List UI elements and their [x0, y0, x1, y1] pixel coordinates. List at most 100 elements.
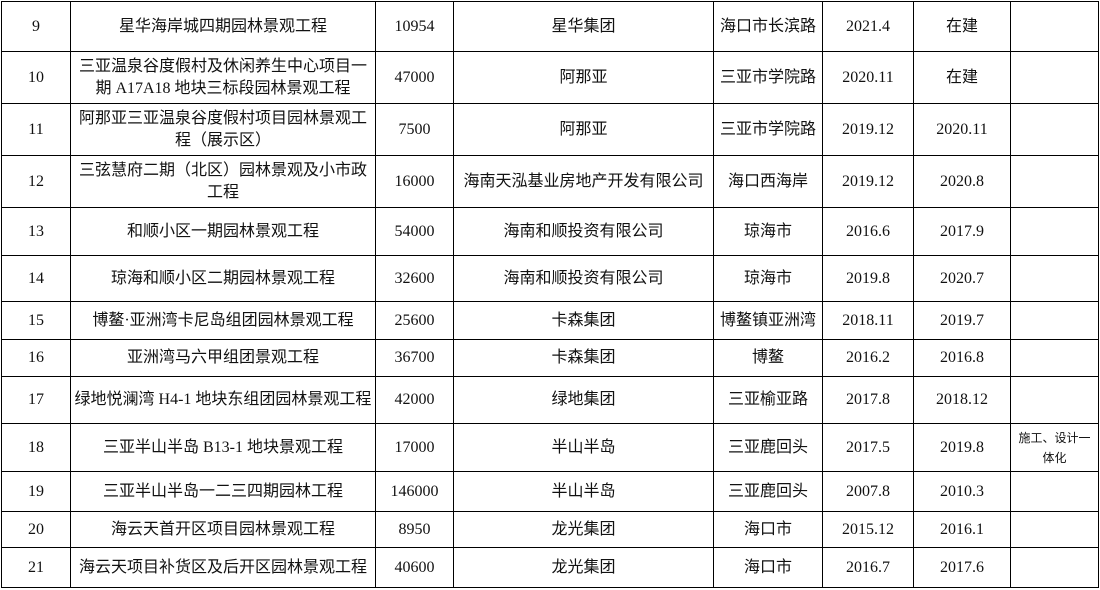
area: 32600	[375, 255, 454, 302]
end-date: 2018.12	[913, 376, 1011, 424]
row-index: 16	[1, 339, 71, 377]
client: 龙光集团	[453, 511, 714, 548]
location: 三亚市学院路	[713, 103, 823, 156]
table-row: 13 和顺小区一期园林景观工程 54000 海南和顺投资有限公司 琼海市 2016.6 20…	[1, 207, 1099, 256]
row-index: 11	[1, 103, 71, 156]
client: 星华集团	[453, 1, 714, 52]
table-row: 16 亚洲湾马六甲组团景观工程 36700 卡森集团 博鳌 2016.2 2016.8	[1, 339, 1099, 377]
client: 半山半岛	[453, 423, 714, 472]
start-date: 2019.12	[822, 103, 914, 156]
start-date: 2020.11	[822, 51, 914, 104]
location: 博鳌	[713, 339, 823, 377]
end-date: 2017.9	[913, 207, 1011, 256]
area: 17000	[375, 423, 454, 472]
area: 47000	[375, 51, 454, 104]
start-date: 2016.6	[822, 207, 914, 256]
client: 卡森集团	[453, 301, 714, 340]
note	[1010, 471, 1099, 512]
start-date: 2016.7	[822, 547, 914, 588]
note	[1010, 1, 1099, 52]
client: 阿那亚	[453, 51, 714, 104]
project-name: 三弦慧府二期（北区）园林景观及小市政工程	[70, 155, 376, 208]
project-name: 亚洲湾马六甲组团景观工程	[70, 339, 376, 377]
start-date: 2018.11	[822, 301, 914, 340]
row-index: 13	[1, 207, 71, 256]
project-name: 和顺小区一期园林景观工程	[70, 207, 376, 256]
table-row: 18 三亚半山半岛 B13-1 地块景观工程 17000 半山半岛 三亚鹿回头 2017.…	[1, 423, 1099, 472]
table-row: 15 博鳌·亚洲湾卡尼岛组团园林景观工程 25600 卡森集团 博鳌镇亚洲湾 2018.1…	[1, 301, 1099, 340]
table-row: 11 阿那亚三亚温泉谷度假村项目园林景观工程（展示区） 7500 阿那亚 三亚市学院路 2…	[1, 103, 1099, 156]
location: 三亚市学院路	[713, 51, 823, 104]
start-date: 2007.8	[822, 471, 914, 512]
location: 海口西海岸	[713, 155, 823, 208]
location: 琼海市	[713, 207, 823, 256]
project-name: 星华海岸城四期园林景观工程	[70, 1, 376, 52]
end-date: 在建	[913, 1, 1011, 52]
start-date: 2017.8	[822, 376, 914, 424]
row-index: 12	[1, 155, 71, 208]
area: 10954	[375, 1, 454, 52]
location: 博鳌镇亚洲湾	[713, 301, 823, 340]
end-date: 2010.3	[913, 471, 1011, 512]
note	[1010, 255, 1099, 302]
note	[1010, 103, 1099, 156]
end-date: 2019.7	[913, 301, 1011, 340]
table-row: 14 琼海和顺小区二期园林景观工程 32600 海南和顺投资有限公司 琼海市 2019.8…	[1, 255, 1099, 302]
area: 54000	[375, 207, 454, 256]
project-name: 三亚半山半岛一二三四期园林工程	[70, 471, 376, 512]
row-index: 9	[1, 1, 71, 52]
end-date: 2016.8	[913, 339, 1011, 377]
end-date: 在建	[913, 51, 1011, 104]
area: 40600	[375, 547, 454, 588]
location: 海口市长滨路	[713, 1, 823, 52]
client: 龙光集团	[453, 547, 714, 588]
end-date: 2016.1	[913, 511, 1011, 548]
client: 海南和顺投资有限公司	[453, 255, 714, 302]
project-name: 绿地悦澜湾 H4-1 地块东组团园林景观工程	[70, 376, 376, 424]
row-index: 18	[1, 423, 71, 472]
note	[1010, 301, 1099, 340]
end-date: 2020.11	[913, 103, 1011, 156]
table-row: 20 海云天首开区项目园林景观工程 8950 龙光集团 海口市 2015.12 2016.1	[1, 511, 1099, 548]
table-row: 19 三亚半山半岛一二三四期园林工程 146000 半山半岛 三亚鹿回头 2007.8 20…	[1, 471, 1099, 512]
project-name: 三亚半山半岛 B13-1 地块景观工程	[70, 423, 376, 472]
start-date: 2015.12	[822, 511, 914, 548]
start-date: 2017.5	[822, 423, 914, 472]
row-index: 14	[1, 255, 71, 302]
row-index: 15	[1, 301, 71, 340]
area: 36700	[375, 339, 454, 377]
area: 146000	[375, 471, 454, 512]
start-date: 2019.12	[822, 155, 914, 208]
client: 卡森集团	[453, 339, 714, 377]
table-row: 12 三弦慧府二期（北区）园林景观及小市政工程 16000 海南天泓基业房地产开发有限…	[1, 155, 1099, 208]
area: 8950	[375, 511, 454, 548]
client: 半山半岛	[453, 471, 714, 512]
end-date: 2020.8	[913, 155, 1011, 208]
location: 三亚鹿回头	[713, 471, 823, 512]
client: 海南和顺投资有限公司	[453, 207, 714, 256]
project-name: 阿那亚三亚温泉谷度假村项目园林景观工程（展示区）	[70, 103, 376, 156]
note	[1010, 51, 1099, 104]
table-row: 21 海云天项目补货区及后开区园林景观工程 40600 龙光集团 海口市 2016.7 20…	[1, 547, 1099, 588]
end-date: 2020.7	[913, 255, 1011, 302]
end-date: 2017.6	[913, 547, 1011, 588]
note	[1010, 376, 1099, 424]
project-name: 海云天首开区项目园林景观工程	[70, 511, 376, 548]
table-row: 17 绿地悦澜湾 H4-1 地块东组团园林景观工程 42000 绿地集团 三亚榆亚路 20…	[1, 376, 1099, 424]
area: 42000	[375, 376, 454, 424]
note	[1010, 511, 1099, 548]
client: 阿那亚	[453, 103, 714, 156]
table-row: 9 星华海岸城四期园林景观工程 10954 星华集团 海口市长滨路 2021.4 在建	[1, 1, 1099, 52]
note	[1010, 547, 1099, 588]
project-name: 海云天项目补货区及后开区园林景观工程	[70, 547, 376, 588]
note	[1010, 155, 1099, 208]
location: 海口市	[713, 511, 823, 548]
project-name: 博鳌·亚洲湾卡尼岛组团园林景观工程	[70, 301, 376, 340]
row-index: 21	[1, 547, 71, 588]
location: 三亚鹿回头	[713, 423, 823, 472]
row-index: 17	[1, 376, 71, 424]
area: 25600	[375, 301, 454, 340]
